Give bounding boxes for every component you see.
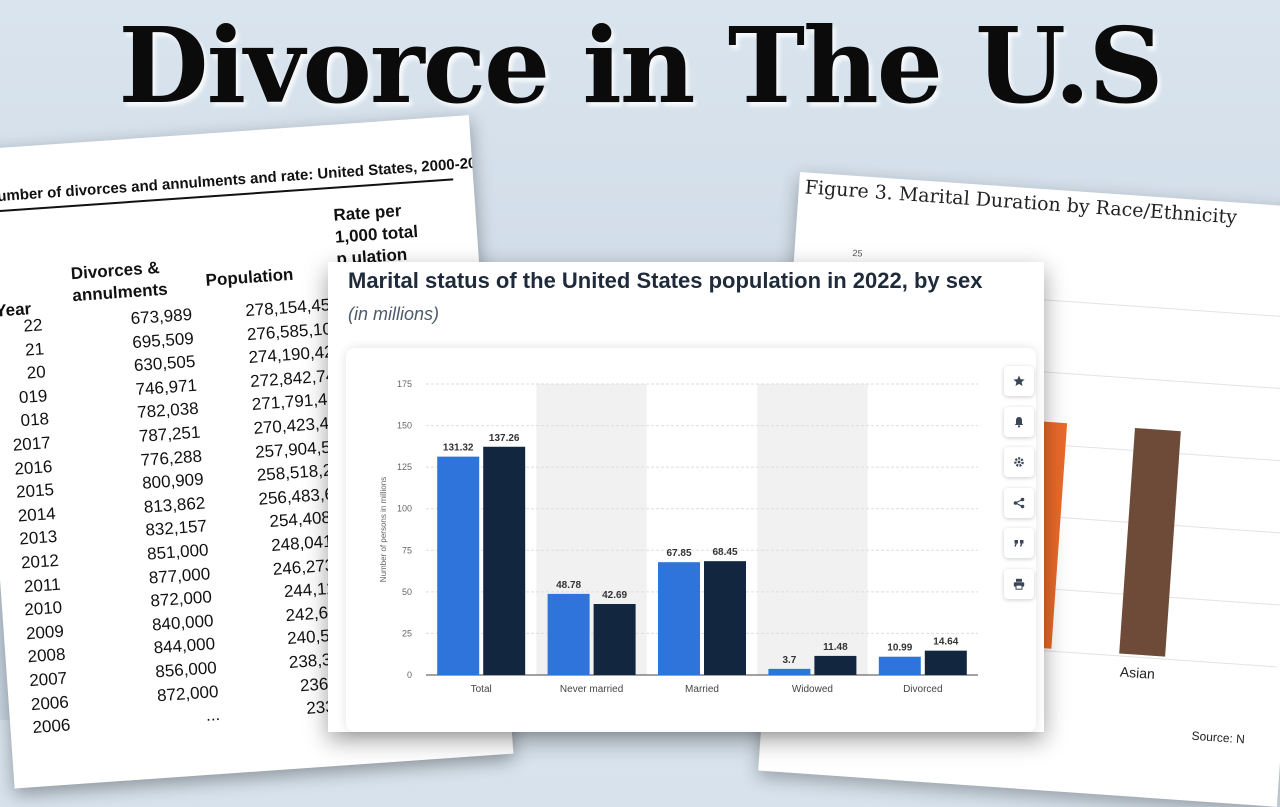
cell-year: 2015 [15,480,55,502]
cell-year: 21 [24,338,45,360]
header-rate: Rate per 1,000 total p ulation [333,199,421,271]
data-label: 42.69 [602,590,627,601]
x-tick-label: Widowed [792,684,833,695]
data-label: 67.85 [666,548,691,559]
y-tick-label: 125 [397,462,412,472]
cell-year: 2012 [20,550,60,573]
data-label: 11.48 [823,642,848,653]
bar [814,655,857,675]
x-tick-label: Total [471,684,492,695]
print-button[interactable] [1004,568,1034,599]
cell-year: 019 [18,386,48,407]
cite-quote-button[interactable] [1004,528,1034,558]
y-tick-label: 0 [407,670,412,680]
cell-year: 2017 [12,433,52,455]
table-caption: umber of divorces and annulments and rat… [0,153,494,206]
headline: Divorce in The U.S [118,4,1163,127]
bar [547,593,590,675]
cell-year: 2013 [18,527,58,549]
cell-year: 2008 [27,644,67,667]
data-label: 137.26 [489,433,520,444]
cell-year: 22 [22,315,44,336]
y-tick-label: 50 [402,587,412,597]
y-tick-label: 150 [397,421,412,431]
chart-subtitle: (in millions) [348,304,440,324]
header-population: Population [205,264,294,290]
bar [483,446,526,675]
data-label: 10.99 [887,643,912,654]
y-tick-label: 100 [397,504,412,514]
notification-bell-button[interactable] [1004,406,1034,437]
y-tick-label: 75 [402,545,412,555]
bar [924,650,967,675]
x-tick-label: Never married [560,684,623,695]
bar [658,562,700,675]
cell-divorces: 673,989 [130,304,193,329]
cell-year: 2009 [25,621,65,644]
favorite-star-button[interactable] [1004,366,1034,396]
cell-year: 20 [26,362,47,383]
category-band [757,384,868,675]
cell-year: 2010 [23,597,63,620]
bar [878,656,921,675]
share-button[interactable] [1004,487,1034,518]
figure3-xlabel: Asian [1119,663,1156,682]
data-label: 131.32 [443,443,474,454]
figure3-ytick: 25 [852,247,863,259]
cell-year: 2007 [28,668,68,691]
data-label: 68.45 [712,547,737,558]
figure3-source: Source: N [1191,728,1246,747]
data-label: 3.7 [782,655,796,666]
data-label: 14.64 [933,637,958,648]
settings-gear-icon [1013,456,1025,468]
bar-chart: 0 25 50 75 100 125 150 175 Number of persons in … [379,379,978,695]
y-tick-label: 25 [402,628,412,638]
chart-title: Marital status of the United States popu… [348,268,983,293]
figure3-bar [1119,427,1181,657]
share-icon [1013,497,1025,509]
x-tick-label: Married [685,684,719,695]
bar [768,668,811,675]
header-divorces: Divorces & annulments [70,257,168,308]
favorite-star-icon [1013,375,1025,387]
cell-year: 2006 [30,692,70,714]
cite-quote-icon [1013,537,1025,549]
cell-year: 2006 [31,715,72,738]
notification-bell-icon [1013,416,1025,428]
bar [704,561,746,675]
chart-panel: 0 25 50 75 100 125 150 175 Number of persons in … [346,348,1036,732]
cell-year: 2011 [23,574,62,596]
bar [437,456,480,675]
cell-year: 018 [19,409,50,431]
data-label: 48.78 [556,580,581,591]
y-tick-label: 175 [397,379,412,389]
bar [593,604,636,675]
print-icon [1013,578,1025,590]
statista-chart-card: Marital status of the United States popu… [328,262,1044,732]
settings-gear-button[interactable] [1004,447,1034,477]
x-tick-label: Divorced [903,684,942,695]
y-axis-label: Number of persons in millions [379,477,388,582]
cell-year: 2014 [17,503,57,526]
figure3-title: Figure 3. Marital Duration by Race/Ethni… [804,176,1238,229]
cell-year: 2016 [13,456,53,479]
